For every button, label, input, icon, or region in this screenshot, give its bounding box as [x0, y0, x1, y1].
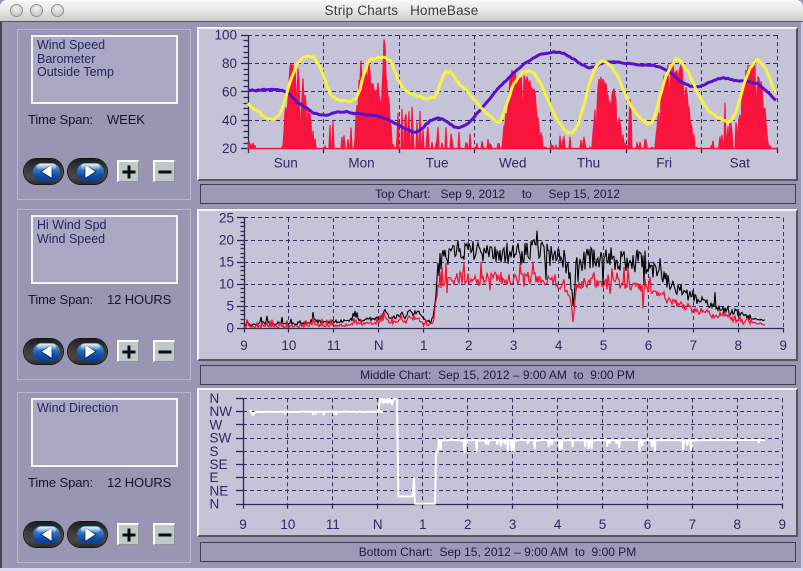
svg-text:5: 5: [599, 517, 607, 532]
svg-text:10: 10: [280, 517, 295, 532]
svg-text:20: 20: [219, 232, 234, 247]
svg-text:7: 7: [689, 517, 697, 532]
svg-text:4: 4: [555, 338, 563, 353]
svg-text:10: 10: [219, 276, 234, 291]
svg-text:40: 40: [222, 113, 237, 128]
svg-text:2: 2: [464, 517, 472, 532]
svg-text:9: 9: [239, 517, 247, 532]
svg-text:5: 5: [600, 338, 608, 353]
svg-text:N: N: [210, 391, 220, 406]
svg-text:6: 6: [645, 338, 653, 353]
svg-text:9: 9: [240, 338, 248, 353]
svg-text:7: 7: [690, 338, 698, 353]
svg-text:80: 80: [222, 56, 237, 71]
svg-text:11: 11: [327, 338, 341, 353]
svg-text:9: 9: [780, 338, 788, 353]
svg-text:6: 6: [644, 517, 652, 532]
svg-text:60: 60: [222, 84, 237, 99]
svg-text:20: 20: [222, 141, 237, 156]
svg-text:100: 100: [214, 29, 237, 43]
svg-text:9: 9: [779, 517, 787, 532]
svg-text:15: 15: [219, 254, 234, 269]
svg-text:8: 8: [735, 338, 743, 353]
svg-text:S: S: [210, 444, 219, 459]
svg-text:Thu: Thu: [577, 156, 600, 171]
svg-text:1: 1: [420, 338, 428, 353]
svg-text:Mon: Mon: [348, 156, 374, 171]
svg-text:1: 1: [419, 517, 427, 532]
svg-text:Wed: Wed: [499, 156, 527, 171]
svg-text:N: N: [210, 497, 220, 512]
svg-text:3: 3: [509, 517, 516, 532]
svg-text:SW: SW: [210, 431, 232, 446]
svg-text:11: 11: [326, 517, 340, 532]
svg-text:N: N: [373, 517, 383, 532]
svg-text:Fri: Fri: [656, 156, 672, 171]
svg-text:N: N: [374, 338, 384, 353]
svg-text:2: 2: [465, 338, 473, 353]
svg-text:E: E: [210, 470, 219, 485]
svg-text:NW: NW: [210, 404, 233, 419]
svg-text:Sun: Sun: [274, 156, 298, 171]
svg-text:4: 4: [554, 517, 562, 532]
svg-text:0: 0: [226, 320, 234, 335]
svg-text:8: 8: [734, 517, 742, 532]
svg-text:10: 10: [281, 338, 296, 353]
svg-text:NE: NE: [210, 484, 229, 499]
svg-text:W: W: [210, 418, 223, 433]
svg-text:Sat: Sat: [730, 156, 751, 171]
svg-text:5: 5: [226, 298, 234, 313]
svg-text:Tue: Tue: [426, 156, 449, 171]
svg-text:3: 3: [510, 338, 518, 353]
svg-text:25: 25: [219, 211, 234, 226]
svg-text:SE: SE: [210, 457, 228, 472]
